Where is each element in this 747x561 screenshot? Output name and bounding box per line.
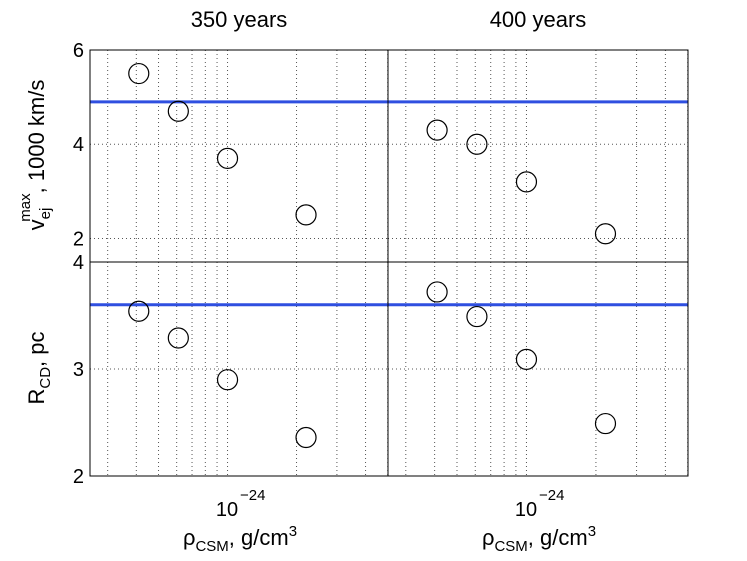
data-point — [216, 369, 239, 391]
data-point — [167, 327, 189, 349]
column-title-400: 400 years — [490, 7, 587, 32]
y-tick-label: 2 — [73, 466, 84, 488]
data-point — [466, 133, 488, 155]
x-tick-base: 10 — [515, 499, 537, 521]
y-tick-label: 3 — [73, 359, 84, 381]
x-axis-label-left: ρCSM, g/cm3 — [183, 523, 297, 555]
y-tick-label: 4 — [73, 252, 84, 274]
data-point — [426, 119, 448, 141]
y-tick-label: 4 — [73, 134, 84, 156]
panel-vej-400 — [387, 49, 689, 263]
data-point — [216, 147, 239, 169]
x-tick-exponent: −24 — [539, 487, 564, 504]
data-point — [466, 305, 488, 328]
data-point — [167, 100, 189, 122]
data-point — [515, 348, 538, 370]
y-axis-label-rcd: RCD, pc — [24, 331, 54, 404]
panel-vej-350 — [89, 49, 389, 263]
data-point — [426, 281, 448, 303]
data-point — [295, 426, 317, 449]
x-tick-label-left: 10 −24 — [216, 487, 266, 521]
data-point — [295, 204, 317, 226]
data-point — [128, 300, 150, 322]
data-point — [594, 223, 617, 245]
panel-frame — [387, 49, 689, 263]
y-tick-label: 6 — [73, 40, 84, 62]
data-point — [128, 62, 150, 85]
y-axis-label-vej: vejmax, 1000 km/s — [17, 80, 54, 231]
y-tick-label: 2 — [73, 228, 84, 250]
x-tick-exponent: −24 — [240, 487, 265, 504]
x-tick-label-right: 10 −24 — [515, 487, 565, 521]
data-point — [594, 412, 617, 435]
panel-frame — [387, 261, 689, 477]
panel-rcd-350 — [89, 261, 389, 477]
column-title-350: 350 years — [191, 7, 288, 32]
x-tick-base: 10 — [216, 499, 238, 521]
x-axis-label-right: ρCSM, g/cm3 — [482, 523, 596, 555]
panel-frame — [89, 49, 389, 263]
data-point — [515, 171, 538, 193]
panel-rcd-400 — [387, 261, 689, 477]
